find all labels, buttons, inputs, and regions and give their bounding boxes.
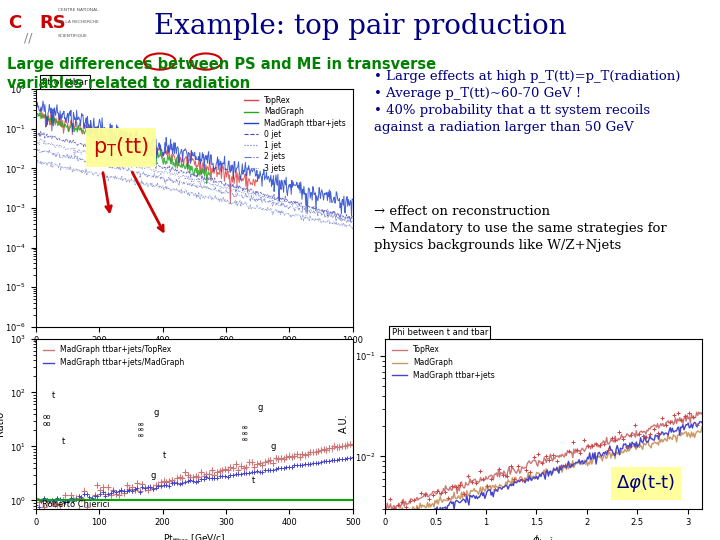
Text: → effect on reconstruction
→ Mandatory to use the same strategies for
physics ba: → effect on reconstruction → Mandatory t… [374, 205, 667, 252]
3 jets [158, 183, 166, 189]
1 jet [346, 216, 354, 222]
1 jet [263, 193, 271, 200]
Text: Example: top pair production: Example: top pair production [154, 14, 566, 40]
2 jets [32, 146, 41, 152]
3 jets [32, 158, 40, 165]
2 jets [347, 219, 356, 226]
2 jets [232, 193, 240, 200]
1 jet [36, 136, 45, 142]
Legend: TopRex, MadGraph, MadGraph ttbar+jets: TopRex, MadGraph, MadGraph ttbar+jets [389, 342, 498, 383]
Text: CENTRE NATIONAL: CENTRE NATIONAL [58, 8, 99, 11]
Text: $\Delta\varphi(\rm t\text{-}t)$: $\Delta\varphi(\rm t\text{-}t)$ [616, 472, 676, 494]
Text: t: t [61, 437, 65, 446]
X-axis label: $\rm Pt_{ttbar}\ [GeV/c]$: $\rm Pt_{ttbar}\ [GeV/c]$ [163, 533, 225, 540]
Y-axis label: A.U.: A.U. [339, 414, 349, 434]
2 jets [135, 174, 144, 180]
Line: 2 jets: 2 jets [36, 149, 353, 222]
1 jet [232, 190, 240, 196]
2 jets [71, 153, 79, 159]
Text: t: t [251, 476, 255, 485]
2 jets [348, 219, 357, 226]
3 jets [232, 201, 240, 208]
Text: C: C [9, 15, 22, 32]
Text: g: g [258, 403, 263, 412]
0 jet [70, 139, 78, 146]
Text: g: g [150, 471, 156, 480]
0 jet [32, 127, 40, 134]
Text: Phi between t and tbar: Phi between t and tbar [392, 328, 488, 337]
1 jet [261, 194, 270, 201]
X-axis label: $\phi_{t-\bar{t}}$: $\phi_{t-\bar{t}}$ [532, 533, 555, 540]
3 jets [348, 226, 357, 233]
Text: SCIENTIFIQUE: SCIENTIFIQUE [58, 33, 88, 37]
Text: RS: RS [39, 15, 66, 32]
3 jets [263, 208, 271, 214]
2 jets [158, 176, 166, 182]
Text: g: g [153, 408, 158, 417]
Text: t: t [52, 391, 55, 400]
Y-axis label: Ratio: Ratio [0, 411, 4, 436]
0 jet [262, 192, 271, 199]
1 jet [348, 214, 357, 221]
3 jets [261, 206, 270, 212]
Text: $\rm p_T(tt)$: $\rm p_T(tt)$ [93, 135, 149, 159]
3 jets [135, 180, 144, 186]
1 jet [158, 168, 166, 174]
Text: • Large effects at high p_T(tt)=p_T(radiation)
• Average p_T(tt)~60-70 GeV !
• 4: • Large effects at high p_T(tt)=p_T(radi… [374, 70, 681, 134]
Line: 1 jet: 1 jet [36, 139, 353, 219]
0 jet [348, 213, 357, 219]
Text: DE LA RECHERCHE: DE LA RECHERCHE [58, 21, 99, 24]
Legend: TopRex, MadGraph, MadGraph ttbar+jets, 0 jet, 1 jet, 2 jets, 3 jets: TopRex, MadGraph, MadGraph ttbar+jets, 0… [241, 93, 349, 176]
0 jet [135, 158, 143, 164]
Text: oo
oo
oo: oo oo oo [242, 425, 248, 442]
Text: Large differences between PS and ME in transverse: Large differences between PS and ME in t… [7, 57, 436, 72]
0 jet [346, 218, 355, 224]
3 jets [33, 157, 42, 164]
3 jets [71, 167, 79, 174]
1 jet [135, 165, 144, 172]
X-axis label: $\rm Pt_{ttbar}\ [GeV/c]$: $\rm Pt_{ttbar}\ [GeV/c]$ [163, 351, 225, 363]
1 jet [71, 145, 79, 152]
0 jet [261, 193, 269, 199]
Line: 0 jet: 0 jet [36, 131, 353, 221]
0 jet [231, 184, 240, 190]
Text: g: g [271, 442, 276, 451]
Text: oo
oo
oo: oo oo oo [138, 422, 144, 438]
2 jets [261, 199, 270, 206]
Text: variables related to radiation: variables related to radiation [7, 76, 251, 91]
Text: t: t [163, 451, 166, 460]
Legend: MadGraph ttbar+jets/TopRex, MadGraph ttbar+jets/MadGraph: MadGraph ttbar+jets/TopRex, MadGraph ttb… [40, 342, 188, 370]
Text: Pt of ttbar: Pt of ttbar [42, 78, 88, 87]
Text: oo
oo: oo oo [42, 414, 51, 427]
1 jet [32, 137, 40, 144]
2 jets [263, 199, 271, 205]
Line: 3 jets: 3 jets [36, 160, 353, 230]
0 jet [157, 163, 166, 170]
Text: Roberto Chierici: Roberto Chierici [42, 500, 110, 509]
Text: //: // [24, 31, 32, 44]
2 jets [32, 146, 40, 153]
